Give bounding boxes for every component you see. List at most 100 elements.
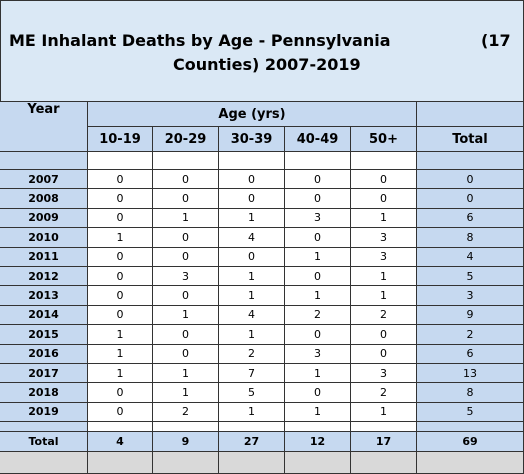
grand-total: 69	[417, 432, 524, 453]
value-cell: 0	[285, 189, 351, 209]
total-cell: 0	[417, 189, 524, 209]
value-cell: 1	[285, 247, 351, 267]
year-cell: 2010	[0, 228, 88, 248]
value-cell: 1	[153, 305, 219, 326]
value-cell: 4	[219, 228, 285, 248]
value-cell: 1	[351, 286, 417, 306]
value-cell: 1	[219, 267, 285, 287]
footer-cell	[153, 452, 219, 474]
value-cell: 1	[219, 286, 285, 306]
blank-cell	[351, 422, 417, 433]
value-cell: 4	[219, 305, 285, 326]
year-cell: 2013	[0, 286, 88, 306]
value-cell: 1	[285, 286, 351, 306]
blank-cell	[153, 422, 219, 433]
total-label: Total	[0, 432, 88, 453]
total-cell: 5	[417, 267, 524, 287]
value-cell: 0	[219, 170, 285, 190]
total-value: 27	[219, 432, 285, 453]
blank-cell	[219, 422, 285, 433]
total-cell: 6	[417, 208, 524, 229]
value-cell: 0	[351, 170, 417, 190]
value-cell: 0	[88, 286, 153, 306]
value-cell: 3	[351, 364, 417, 384]
year-cell: 2014	[0, 305, 88, 326]
value-cell: 2	[153, 402, 219, 423]
value-cell: 0	[153, 247, 219, 267]
value-cell: 1	[219, 208, 285, 229]
value-cell: 0	[88, 208, 153, 229]
value-cell: 1	[351, 267, 417, 287]
total-cell: 8	[417, 383, 524, 403]
value-cell: 1	[219, 402, 285, 423]
total-value: 9	[153, 432, 219, 453]
value-cell: 3	[153, 267, 219, 287]
value-cell: 0	[285, 170, 351, 190]
value-cell: 1	[88, 364, 153, 384]
header-cell: 30-39	[219, 127, 285, 152]
blank-cell	[88, 422, 153, 433]
value-cell: 3	[351, 247, 417, 267]
title-line: (17	[481, 31, 511, 50]
total-cell: 0	[417, 170, 524, 190]
value-cell: 7	[219, 364, 285, 384]
value-cell: 0	[285, 267, 351, 287]
total-cell: 13	[417, 364, 524, 384]
value-cell: 0	[88, 170, 153, 190]
footer-cell	[0, 452, 88, 474]
blank-cell	[417, 152, 524, 170]
value-cell: 1	[153, 364, 219, 384]
total-cell: 8	[417, 228, 524, 248]
value-cell: 0	[153, 170, 219, 190]
value-cell: 1	[88, 344, 153, 364]
year-cell: 2015	[0, 325, 88, 345]
value-cell: 0	[351, 325, 417, 345]
title-box: ME Inhalant Deaths by Age - Pennsylvania…	[0, 0, 524, 102]
footer-cell	[285, 452, 351, 474]
blank-cell	[285, 422, 351, 433]
year-cell: 2018	[0, 383, 88, 403]
value-cell: 2	[351, 305, 417, 326]
value-cell: 0	[88, 383, 153, 403]
total-cell: 9	[417, 305, 524, 326]
total-value: 4	[88, 432, 153, 453]
value-cell: 0	[285, 383, 351, 403]
value-cell: 1	[219, 325, 285, 345]
header-cell: 50+	[351, 127, 417, 152]
total-cell: 6	[417, 344, 524, 364]
value-cell: 1	[351, 402, 417, 423]
value-cell: 1	[88, 228, 153, 248]
total-cell: 2	[417, 325, 524, 345]
year-cell: 2016	[0, 344, 88, 364]
value-cell: 2	[219, 344, 285, 364]
total-value: 17	[351, 432, 417, 453]
value-cell: 0	[88, 305, 153, 326]
value-cell: 2	[351, 383, 417, 403]
value-cell: 0	[351, 344, 417, 364]
value-cell: 1	[153, 383, 219, 403]
total-cell: 3	[417, 286, 524, 306]
value-cell: 0	[153, 189, 219, 209]
value-cell: 0	[351, 189, 417, 209]
header-cell: Age (yrs)	[88, 102, 417, 127]
total-cell: 4	[417, 247, 524, 267]
value-cell: 0	[88, 247, 153, 267]
footer-cell	[417, 452, 524, 474]
value-cell: 3	[285, 208, 351, 229]
footer-cell	[351, 452, 417, 474]
value-cell: 1	[285, 364, 351, 384]
value-cell: 0	[88, 402, 153, 423]
year-cell: 2017	[0, 364, 88, 384]
blank-cell	[219, 152, 285, 170]
value-cell: 0	[153, 286, 219, 306]
year-cell: 2007	[0, 170, 88, 190]
footer-cell	[88, 452, 153, 474]
header-cell: Total	[417, 127, 524, 152]
value-cell: 0	[285, 228, 351, 248]
value-cell: 0	[153, 228, 219, 248]
blank-cell	[153, 152, 219, 170]
value-cell: 1	[351, 208, 417, 229]
value-cell: 0	[88, 189, 153, 209]
value-cell: 3	[351, 228, 417, 248]
